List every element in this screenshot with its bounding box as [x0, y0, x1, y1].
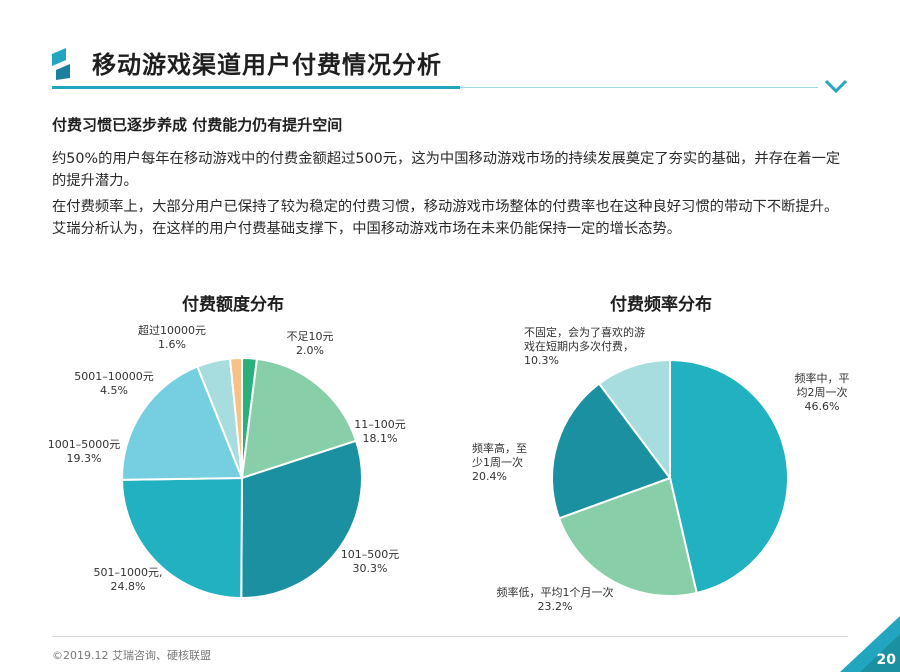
pie-data-label: 1001–5000元 19.3% [48, 438, 121, 465]
pie-data-label: 不足10元 2.0% [287, 330, 334, 357]
pie-slice [120, 476, 244, 600]
pie-slice [597, 358, 671, 481]
pie-data-label: 频率中，平均2周一次 46.6% [795, 371, 850, 413]
corner-decoration [840, 616, 900, 672]
pie-data-label: 5001–10000元 4.5% [74, 370, 154, 397]
paragraph-2: 在付费频率上，大部分用户已保持了较为稳定的付费习惯，移动游戏市场整体的付费率也在… [52, 199, 839, 237]
pie-data-label: 频率低，平均1个月一次 23.2% [497, 585, 614, 613]
chart-title-amount: 付费额度分布 [182, 295, 284, 315]
pie-data-label: 501–1000元, 24.8% [94, 566, 163, 593]
chart-title-frequency: 付费频率分布 [610, 295, 712, 315]
pie-data-label: 频率高，至少1周一次 20.4% [472, 441, 527, 483]
pie-slice [240, 357, 358, 480]
title-divider [460, 87, 818, 88]
pie-data-label: 不固定，会为了喜欢的游戏在短期内多次付费， 10.3% [524, 325, 645, 367]
pie-data-label: 超过10000元 1.6% [138, 323, 206, 351]
title-underline [52, 86, 460, 89]
pie-slice [557, 476, 698, 597]
pie-slice [121, 365, 244, 481]
logo-icon [52, 48, 70, 80]
chevron-down-icon [824, 79, 848, 94]
pie-data-label: 11–100元 18.1% [354, 418, 406, 445]
footer-divider [52, 636, 848, 637]
pie-slice [551, 382, 672, 520]
footer-source: ©2019.12 艾瑞咨询、硬核联盟 [52, 649, 211, 662]
paragraph-1: 约50%的用户每年在移动游戏中的付费金额超过500元，这为中国移动游戏市场的持续… [52, 151, 841, 189]
page-title: 移动游戏渠道用户付费情况分析 [92, 51, 442, 79]
pie-slice [669, 358, 789, 595]
pie-slice [228, 356, 243, 479]
section-subtitle: 付费习惯已逐步养成 付费能力仍有提升空间 [52, 116, 343, 134]
page-number: 20 [876, 652, 896, 668]
pie-slice [240, 439, 363, 600]
pie-data-label: 101–500元 30.3% [341, 548, 400, 575]
